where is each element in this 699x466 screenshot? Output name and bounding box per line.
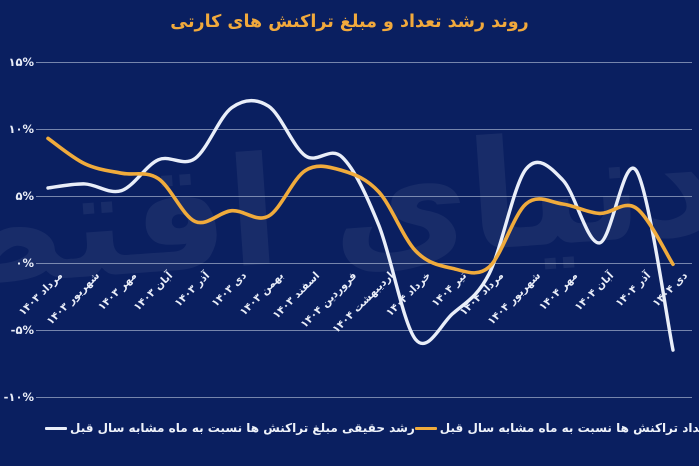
y-gridline xyxy=(36,62,692,63)
y-tick-label: -۵% xyxy=(10,323,34,337)
y-gridline xyxy=(36,129,692,130)
legend-marker-amount-line xyxy=(45,426,67,430)
y-tick-label: ۰% xyxy=(15,256,34,270)
y-gridline xyxy=(36,397,692,398)
y-gridline xyxy=(36,263,692,264)
y-tick-label: ۱۵% xyxy=(8,55,34,69)
amount-series-line xyxy=(46,98,675,352)
chart-title: روند رشد تعداد و مبلغ تراکنش های کارتی xyxy=(170,12,529,32)
legend-item-count: رشد تعداد تراکنش ها نسبت به ماه مشابه سا… xyxy=(414,421,699,435)
y-gridline xyxy=(36,330,692,331)
count-series-line xyxy=(46,136,675,275)
y-gridline xyxy=(36,196,692,197)
y-tick-label: ۱۰% xyxy=(8,122,34,136)
legend: رشد حقیقی مبلغ تراکنش ها نسبت به ماه مشا… xyxy=(0,421,699,435)
y-tick-label: -۱۰% xyxy=(3,390,34,404)
y-tick-label: ۵% xyxy=(15,189,34,203)
legend-label-count: رشد تعداد تراکنش ها نسبت به ماه مشابه سا… xyxy=(439,421,699,435)
legend-marker-count-line xyxy=(414,426,437,430)
legend-item-amount: رشد حقیقی مبلغ تراکنش ها نسبت به ماه مشا… xyxy=(45,421,415,435)
legend-label-amount: رشد حقیقی مبلغ تراکنش ها نسبت به ماه مشا… xyxy=(70,421,415,435)
